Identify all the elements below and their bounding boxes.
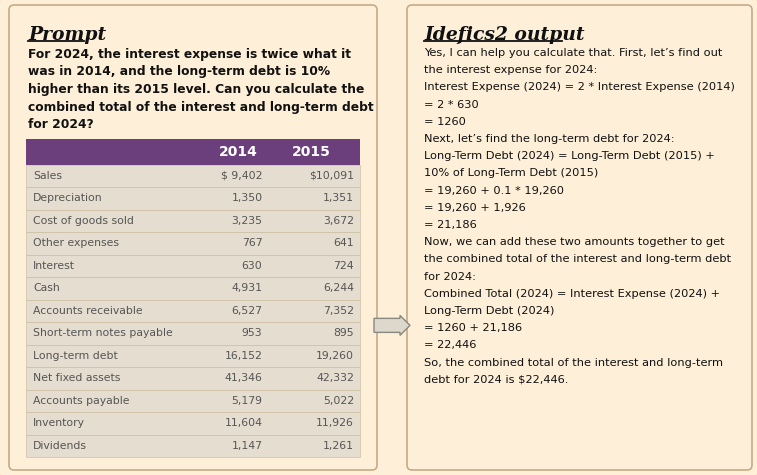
Text: Depreciation: Depreciation <box>33 193 103 203</box>
Text: So, the combined total of the interest and long-term: So, the combined total of the interest a… <box>424 358 723 368</box>
Text: Interest: Interest <box>33 261 75 271</box>
Bar <box>26 412 360 435</box>
Text: Next, let’s find the long-term debt for 2024:: Next, let’s find the long-term debt for … <box>424 134 674 144</box>
Text: = 1260 + 21,186: = 1260 + 21,186 <box>424 323 522 333</box>
Text: Long-term debt: Long-term debt <box>33 351 118 361</box>
Text: 19,260: 19,260 <box>316 351 354 361</box>
Text: Prompt: Prompt <box>28 26 106 44</box>
Text: $ 9,402: $ 9,402 <box>221 171 263 181</box>
Text: 5,179: 5,179 <box>232 396 263 406</box>
Text: Net fixed assets: Net fixed assets <box>33 373 120 383</box>
Text: 11,926: 11,926 <box>316 418 354 428</box>
Text: Dividends: Dividends <box>33 441 87 451</box>
Text: the interest expense for 2024:: the interest expense for 2024: <box>424 65 597 75</box>
Text: 1,147: 1,147 <box>232 441 263 451</box>
Text: = 2 * 630: = 2 * 630 <box>424 100 478 110</box>
FancyArrow shape <box>374 315 410 335</box>
Bar <box>26 164 360 187</box>
Text: 3,235: 3,235 <box>232 216 263 226</box>
Text: 6,244: 6,244 <box>323 283 354 293</box>
Text: Inventory: Inventory <box>33 418 85 428</box>
Text: 1,350: 1,350 <box>232 193 263 203</box>
FancyBboxPatch shape <box>9 5 377 470</box>
Text: 2014: 2014 <box>219 144 257 159</box>
Text: Now, we can add these two amounts together to get: Now, we can add these two amounts togeth… <box>424 237 724 247</box>
Text: Combined Total (2024) = Interest Expense (2024) +: Combined Total (2024) = Interest Expense… <box>424 289 720 299</box>
Text: Long-Term Debt (2024): Long-Term Debt (2024) <box>424 306 554 316</box>
Bar <box>26 277 360 300</box>
Text: = 22,446: = 22,446 <box>424 341 476 351</box>
Text: 10% of Long-Term Debt (2015): 10% of Long-Term Debt (2015) <box>424 169 598 179</box>
Text: = 1260: = 1260 <box>424 117 466 127</box>
Bar <box>26 435 360 457</box>
Text: Interest Expense (2024) = 2 * Interest Expense (2014): Interest Expense (2024) = 2 * Interest E… <box>424 82 735 93</box>
Text: debt for 2024 is $22,446.: debt for 2024 is $22,446. <box>424 375 569 385</box>
Text: 41,346: 41,346 <box>225 373 263 383</box>
Bar <box>26 344 360 367</box>
Text: 3,672: 3,672 <box>323 216 354 226</box>
Text: 7,352: 7,352 <box>323 306 354 316</box>
Text: 6,527: 6,527 <box>232 306 263 316</box>
Text: 724: 724 <box>333 261 354 271</box>
Bar <box>26 139 360 164</box>
Text: 11,604: 11,604 <box>225 418 263 428</box>
Text: 2015: 2015 <box>292 144 331 159</box>
Text: Short-term notes payable: Short-term notes payable <box>33 328 173 338</box>
Bar <box>26 187 360 209</box>
Bar <box>26 300 360 322</box>
Bar <box>26 255 360 277</box>
Text: Accounts payable: Accounts payable <box>33 396 129 406</box>
Bar <box>26 209 360 232</box>
Text: 953: 953 <box>241 328 263 338</box>
Text: = 19,260 + 1,926: = 19,260 + 1,926 <box>424 203 526 213</box>
Text: was in 2014, and the long-term debt is 10%: was in 2014, and the long-term debt is 1… <box>28 66 330 78</box>
Text: for 2024?: for 2024? <box>28 118 94 131</box>
Text: combined total of the interest and long-term debt: combined total of the interest and long-… <box>28 101 374 114</box>
Bar <box>26 367 360 390</box>
Text: 767: 767 <box>241 238 263 248</box>
Bar <box>26 322 360 344</box>
Text: 1,261: 1,261 <box>323 441 354 451</box>
FancyBboxPatch shape <box>407 5 752 470</box>
Text: for 2024:: for 2024: <box>424 272 476 282</box>
Text: Long-Term Debt (2024) = Long-Term Debt (2015) +: Long-Term Debt (2024) = Long-Term Debt (… <box>424 151 715 161</box>
Bar <box>26 390 360 412</box>
Text: Yes, I can help you calculate that. First, let’s find out: Yes, I can help you calculate that. Firs… <box>424 48 722 58</box>
Text: the combined total of the interest and long-term debt: the combined total of the interest and l… <box>424 255 731 265</box>
Text: 1,351: 1,351 <box>323 193 354 203</box>
Text: 895: 895 <box>333 328 354 338</box>
Text: For 2024, the interest expense is twice what it: For 2024, the interest expense is twice … <box>28 48 351 61</box>
Text: Idefics2 output: Idefics2 output <box>424 26 584 44</box>
Text: higher than its 2015 level. Can you calculate the: higher than its 2015 level. Can you calc… <box>28 83 364 96</box>
Text: Other expenses: Other expenses <box>33 238 119 248</box>
Text: 42,332: 42,332 <box>316 373 354 383</box>
Text: Cash: Cash <box>33 283 60 293</box>
Text: $10,091: $10,091 <box>309 171 354 181</box>
Text: = 19,260 + 0.1 * 19,260: = 19,260 + 0.1 * 19,260 <box>424 186 564 196</box>
Text: 16,152: 16,152 <box>225 351 263 361</box>
Text: 641: 641 <box>333 238 354 248</box>
Bar <box>26 232 360 255</box>
Text: Accounts receivable: Accounts receivable <box>33 306 142 316</box>
Text: Cost of goods sold: Cost of goods sold <box>33 216 134 226</box>
Text: 4,931: 4,931 <box>232 283 263 293</box>
Text: 5,022: 5,022 <box>323 396 354 406</box>
Text: = 21,186: = 21,186 <box>424 220 477 230</box>
Text: Sales: Sales <box>33 171 62 181</box>
Text: 630: 630 <box>241 261 263 271</box>
